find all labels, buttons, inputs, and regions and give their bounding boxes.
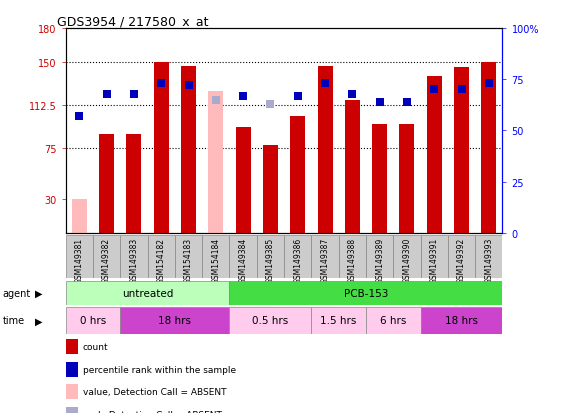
Bar [99,135,114,233]
Bar [366,235,393,279]
Text: GSM149384: GSM149384 [239,237,248,283]
Bar [66,307,120,334]
Bar [263,146,278,233]
Bar [421,235,448,279]
Text: rank, Detection Call = ABSENT: rank, Detection Call = ABSENT [83,410,222,413]
Point [375,99,384,106]
Bar [72,199,87,233]
Text: 1.5 hrs: 1.5 hrs [320,316,357,326]
Bar [230,281,502,306]
Point [184,83,193,90]
Bar [400,124,415,233]
Text: agent: agent [3,288,31,298]
Bar [154,63,168,233]
Text: PCB-153: PCB-153 [344,288,388,298]
Bar [393,235,421,279]
Bar [481,63,496,233]
Point [403,99,412,106]
Bar [339,235,366,279]
Bar [236,128,251,233]
Bar [126,135,142,233]
Bar [311,307,366,334]
Bar [181,66,196,233]
Bar [290,116,305,233]
Point [102,91,111,97]
Bar [66,281,230,306]
Text: 6 hrs: 6 hrs [380,316,407,326]
Bar [147,235,175,279]
Bar [284,235,311,279]
Text: GSM149392: GSM149392 [457,237,466,283]
Point [429,87,439,93]
Text: GDS3954 / 217580_x_at: GDS3954 / 217580_x_at [57,15,208,28]
Point [320,81,329,88]
Text: GSM149386: GSM149386 [293,237,302,283]
Bar [120,307,230,334]
Bar [372,124,387,233]
Text: GSM149393: GSM149393 [484,237,493,283]
Point [211,97,220,104]
Text: GSM149387: GSM149387 [320,237,329,283]
Point [156,81,166,88]
Bar [475,235,502,279]
Text: value, Detection Call = ABSENT: value, Detection Call = ABSENT [83,387,226,396]
Bar [317,66,332,233]
Bar [208,91,223,233]
Bar [66,235,93,279]
Point [457,87,466,93]
Text: 18 hrs: 18 hrs [445,316,478,326]
Text: GSM149389: GSM149389 [375,237,384,283]
Text: 0.5 hrs: 0.5 hrs [252,316,288,326]
Text: untreated: untreated [122,288,173,298]
Bar [202,235,230,279]
Text: GSM154182: GSM154182 [156,237,166,283]
Bar [120,235,147,279]
Point [130,91,139,97]
Point [75,114,84,120]
Text: GSM149381: GSM149381 [75,237,84,283]
Text: 18 hrs: 18 hrs [158,316,191,326]
Bar [175,235,202,279]
Text: count: count [83,342,108,351]
Text: GSM149385: GSM149385 [266,237,275,283]
Point [266,101,275,108]
Text: GSM149382: GSM149382 [102,237,111,283]
Bar [230,307,311,334]
Bar [448,235,475,279]
Text: percentile rank within the sample: percentile rank within the sample [83,365,236,374]
Text: ▶: ▶ [35,288,43,298]
Text: GSM149390: GSM149390 [403,237,412,283]
Bar [427,77,442,233]
Point [293,93,302,100]
Text: ▶: ▶ [35,316,43,326]
Bar [257,235,284,279]
Text: GSM154184: GSM154184 [211,237,220,283]
Point [484,81,493,88]
Text: 0 hrs: 0 hrs [80,316,106,326]
Text: time: time [3,316,25,326]
Point [239,93,248,100]
Bar [311,235,339,279]
Bar [230,235,257,279]
Text: GSM149388: GSM149388 [348,237,357,283]
Point [348,91,357,97]
Text: GSM149383: GSM149383 [130,237,138,283]
Bar [454,67,469,233]
Text: GSM154183: GSM154183 [184,237,193,283]
Bar [366,307,421,334]
Bar [93,235,120,279]
Text: GSM149391: GSM149391 [430,237,439,283]
Bar [345,100,360,233]
Bar [421,307,502,334]
